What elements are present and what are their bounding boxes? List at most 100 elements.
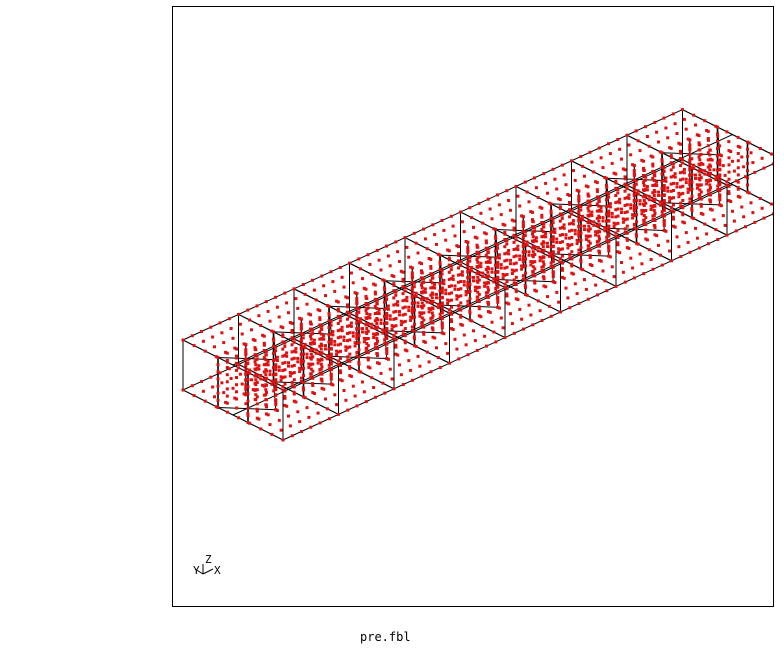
node-point <box>614 201 618 205</box>
node-point <box>386 357 390 361</box>
node-point <box>333 343 337 347</box>
node-point <box>549 211 553 215</box>
node-point <box>329 320 333 324</box>
node-point <box>468 309 472 313</box>
node-point <box>459 294 463 298</box>
node-point <box>486 280 490 284</box>
node-point <box>283 291 287 295</box>
axis-label-x: X <box>214 564 221 577</box>
node-point <box>466 245 470 249</box>
node-point <box>640 208 644 212</box>
node-point <box>394 338 398 342</box>
node-point <box>614 284 618 288</box>
node-point <box>294 350 298 354</box>
node-point <box>618 251 622 255</box>
node-point <box>237 416 241 420</box>
node-point <box>246 413 250 417</box>
node-point <box>688 188 692 192</box>
mesh-edge <box>460 211 561 263</box>
node-point <box>587 224 591 228</box>
node-point <box>373 297 377 301</box>
node-point <box>520 317 524 321</box>
node-point <box>418 364 422 368</box>
node-point <box>309 337 313 341</box>
node-point <box>231 336 235 340</box>
node-point <box>427 307 431 310</box>
node-point <box>355 297 359 300</box>
node-point <box>385 347 389 350</box>
node-point <box>595 190 599 194</box>
node-point <box>652 219 656 222</box>
node-point <box>459 260 462 264</box>
node-point <box>254 363 258 367</box>
node-point <box>311 384 315 387</box>
node-point <box>623 230 627 234</box>
node-point <box>629 256 633 260</box>
node-point <box>514 254 518 258</box>
node-point <box>672 217 675 221</box>
mesh-edge <box>571 160 672 212</box>
node-point <box>396 250 400 254</box>
node-point <box>244 386 248 390</box>
node-point <box>677 195 681 199</box>
node-point <box>338 369 342 373</box>
node-point <box>524 250 527 254</box>
node-point <box>427 257 431 260</box>
node-point <box>383 300 386 304</box>
node-point <box>331 280 335 284</box>
node-point <box>457 254 461 258</box>
node-point <box>597 239 601 243</box>
node-point <box>244 358 248 362</box>
node-point <box>264 388 268 392</box>
node-point <box>420 301 424 305</box>
node-point <box>484 241 488 245</box>
node-point <box>244 348 248 352</box>
node-point <box>595 202 599 206</box>
node-point <box>288 371 292 374</box>
node-point <box>324 347 327 351</box>
node-point <box>355 351 359 354</box>
node-point <box>444 342 448 346</box>
node-point <box>688 200 692 204</box>
node-point <box>540 242 544 246</box>
node-point <box>357 319 361 323</box>
node-point <box>275 355 279 359</box>
node-point <box>716 147 719 150</box>
node-point <box>570 221 574 225</box>
node-point <box>631 266 635 270</box>
node-point <box>235 347 238 351</box>
node-point <box>607 209 611 213</box>
node-point <box>281 388 285 392</box>
node-point <box>357 355 361 359</box>
node-point <box>410 325 414 329</box>
node-point <box>653 170 657 174</box>
node-point <box>579 238 583 242</box>
node-point <box>514 288 518 292</box>
node-point <box>577 239 581 243</box>
node-point <box>385 312 389 315</box>
node-point <box>348 366 352 370</box>
node-point <box>225 373 229 377</box>
node-point <box>681 177 685 181</box>
node-point <box>533 281 537 285</box>
node-point <box>438 366 442 369</box>
node-point <box>440 296 444 300</box>
node-point <box>481 271 485 275</box>
mesh-edge <box>515 185 617 237</box>
node-point <box>631 213 635 217</box>
node-point <box>635 227 638 231</box>
node-point <box>218 371 222 375</box>
node-point <box>413 344 416 348</box>
node-point <box>629 206 633 210</box>
node-point <box>592 220 596 224</box>
node-point <box>357 362 361 366</box>
node-point <box>679 201 683 205</box>
node-point <box>244 388 248 392</box>
graphics-viewport[interactable]: Y Z X <box>172 6 774 607</box>
node-point <box>373 304 377 308</box>
node-point <box>499 316 503 320</box>
node-point <box>672 224 675 228</box>
node-point <box>277 368 281 372</box>
node-point <box>476 245 480 249</box>
node-point <box>497 253 501 257</box>
